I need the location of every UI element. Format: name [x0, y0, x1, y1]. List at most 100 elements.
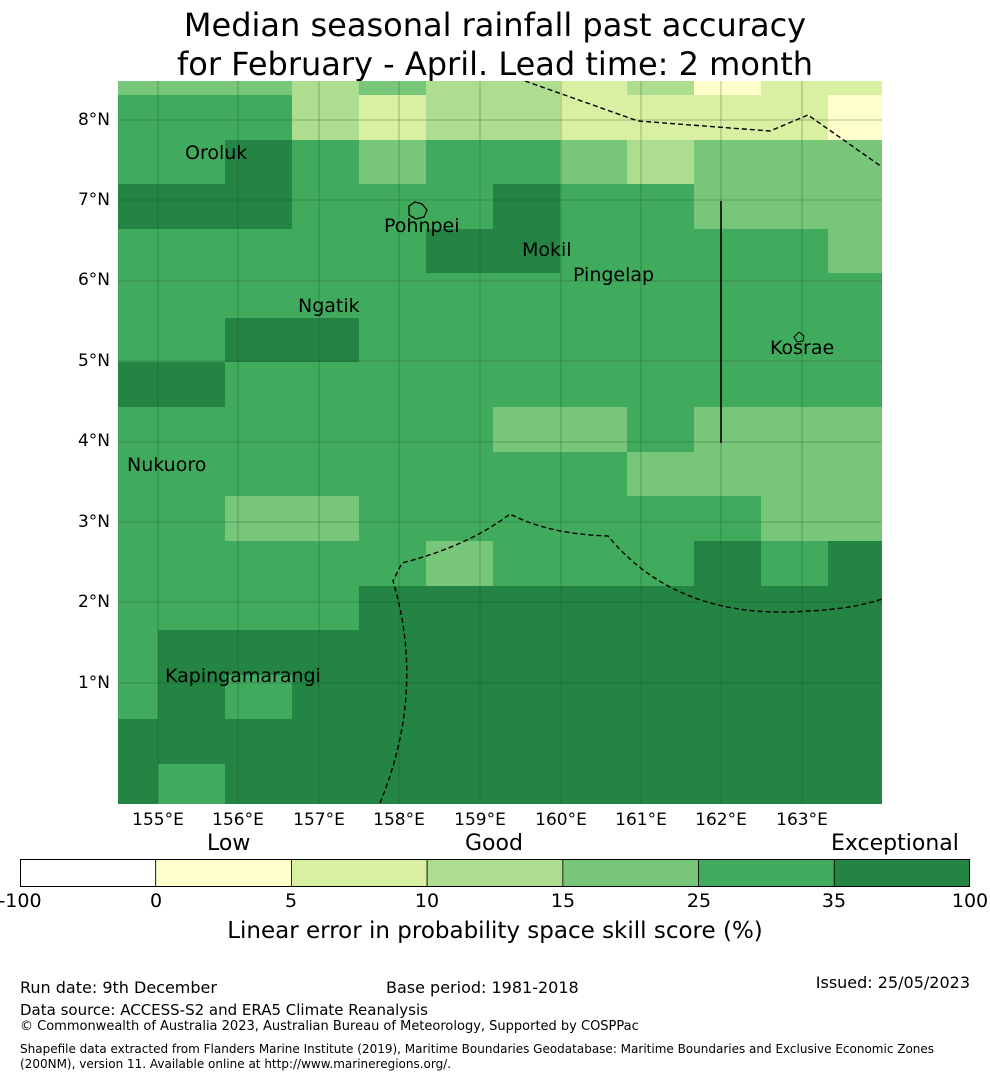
- grid-cell: [118, 140, 226, 185]
- colorbar-swatch: [562, 859, 699, 887]
- grid-cell: [359, 81, 427, 96]
- grid-cell: [828, 541, 882, 587]
- colorbar-tick-0: 0: [149, 890, 163, 912]
- kosrae-island-outline: [793, 331, 805, 343]
- grid-cell: [627, 140, 695, 185]
- place-label-kosrae: Kosrae: [770, 337, 835, 359]
- grid-cell: [627, 81, 695, 96]
- place-label-oroluk: Oroluk: [185, 142, 248, 164]
- grid-cell: [118, 362, 226, 408]
- colorbar-swatch: [698, 859, 835, 887]
- grid-cell: [426, 95, 561, 141]
- grid-cell: [359, 318, 882, 363]
- issued-date: Issued: 25/05/2023: [815, 973, 970, 992]
- lat-label-2n: 2°N: [77, 592, 110, 612]
- shapefile-credit: Shapefile data extracted from Flanders M…: [20, 1042, 935, 1071]
- grid-cell: [694, 407, 882, 453]
- grid-cell: [560, 95, 829, 141]
- colorbar-tick-10: 10: [414, 890, 440, 912]
- colorbar-category-low: Low: [207, 831, 251, 856]
- colorbar-tick-100: 100: [951, 890, 989, 912]
- grid-cell: [292, 95, 360, 141]
- place-label-mokil: Mokil: [522, 239, 572, 261]
- grid-cell: [158, 764, 226, 804]
- grid-cell: [292, 184, 494, 230]
- grid-cell: [118, 719, 882, 765]
- grid-cell: [560, 81, 628, 96]
- map-canvas: [118, 81, 882, 804]
- grid-cell: [627, 407, 695, 453]
- grid-cell: [118, 229, 427, 274]
- lon-label-155e: 155°E: [132, 810, 184, 830]
- lon-label-160e: 160°E: [535, 810, 587, 830]
- grid-cell: [225, 140, 293, 185]
- grid-cell: [694, 184, 882, 230]
- grid-cell: [560, 184, 695, 230]
- colorbar: [20, 859, 970, 887]
- colorbar-category-exceptional: Exceptional: [831, 831, 959, 856]
- grid-cell: [828, 229, 882, 274]
- grid-cell: [118, 496, 226, 542]
- place-label-ngatik: Ngatik: [298, 295, 360, 317]
- pohnpei-island-outline: [408, 201, 428, 220]
- grid-cell: [359, 140, 427, 185]
- grid-cell: [359, 496, 762, 542]
- grid-cell: [225, 496, 360, 542]
- grid-cell: [761, 496, 882, 542]
- run-date: Run date: 9th December: [20, 978, 217, 997]
- colorbar-title: Linear error in probability space skill …: [227, 918, 763, 944]
- grid-cell: [118, 273, 882, 319]
- grid-cell: [493, 407, 628, 453]
- grid-cell: [118, 452, 628, 497]
- grid-cell: [292, 140, 360, 185]
- colorbar-tick-35: 35: [821, 890, 847, 912]
- grid-cell: [118, 586, 360, 631]
- grid-cell: [118, 675, 159, 720]
- colorbar-swatch: [20, 859, 157, 887]
- grid-cell: [359, 95, 427, 141]
- lon-label-158e: 158°E: [373, 810, 425, 830]
- data-source: Data source: ACCESS-S2 and ERA5 Climate …: [20, 1001, 428, 1019]
- lon-label-157e: 157°E: [293, 810, 345, 830]
- lat-label-4n: 4°N: [77, 431, 110, 451]
- grid-cell: [493, 184, 561, 230]
- grid-cell: [292, 675, 882, 720]
- grid-cell: [225, 675, 293, 720]
- colorbar-swatch: [426, 859, 564, 887]
- grid-cell: [761, 81, 882, 96]
- eez-boundaries: [379, 81, 882, 804]
- grid-cell: [118, 81, 293, 96]
- copyright: © Commonwealth of Australia 2023, Austra…: [20, 1019, 639, 1034]
- lat-label-8n: 8°N: [77, 110, 110, 130]
- grid-cell: [694, 140, 882, 185]
- place-label-pohnpei: Pohnpei: [384, 215, 460, 237]
- grid-cell: [426, 541, 494, 587]
- lon-label-156e: 156°E: [212, 810, 264, 830]
- lon-label-159e: 159°E: [454, 810, 506, 830]
- grid-cell: [225, 764, 882, 804]
- grid-cell: [158, 675, 226, 720]
- colorbar-border: [20, 859, 970, 887]
- grid-cell: [359, 586, 882, 631]
- lat-label-7n: 7°N: [77, 190, 110, 210]
- place-label-pingelap: Pingelap: [573, 264, 655, 286]
- grid-cell: [118, 407, 494, 453]
- lon-label-162e: 162°E: [695, 810, 747, 830]
- grid-cell: [225, 362, 882, 408]
- grid-cell: [761, 541, 829, 587]
- grid-cell: [118, 318, 226, 363]
- grid-cell: [118, 95, 293, 141]
- grid-cell: [118, 541, 427, 587]
- lat-label-5n: 5°N: [77, 351, 110, 371]
- grid-cell: [225, 318, 360, 363]
- grid-cell: [560, 229, 829, 274]
- grid-cell: [118, 184, 293, 230]
- grid-cell: [694, 81, 762, 96]
- base-period: Base period: 1981-2018: [386, 978, 579, 997]
- grid-cell: [493, 541, 695, 587]
- colorbar-category-good: Good: [465, 831, 523, 856]
- colorbar-tick-5: 5: [284, 890, 298, 912]
- grid-cell: [426, 81, 561, 96]
- lat-label-3n: 3°N: [77, 512, 110, 532]
- lon-label-163e: 163°E: [776, 810, 828, 830]
